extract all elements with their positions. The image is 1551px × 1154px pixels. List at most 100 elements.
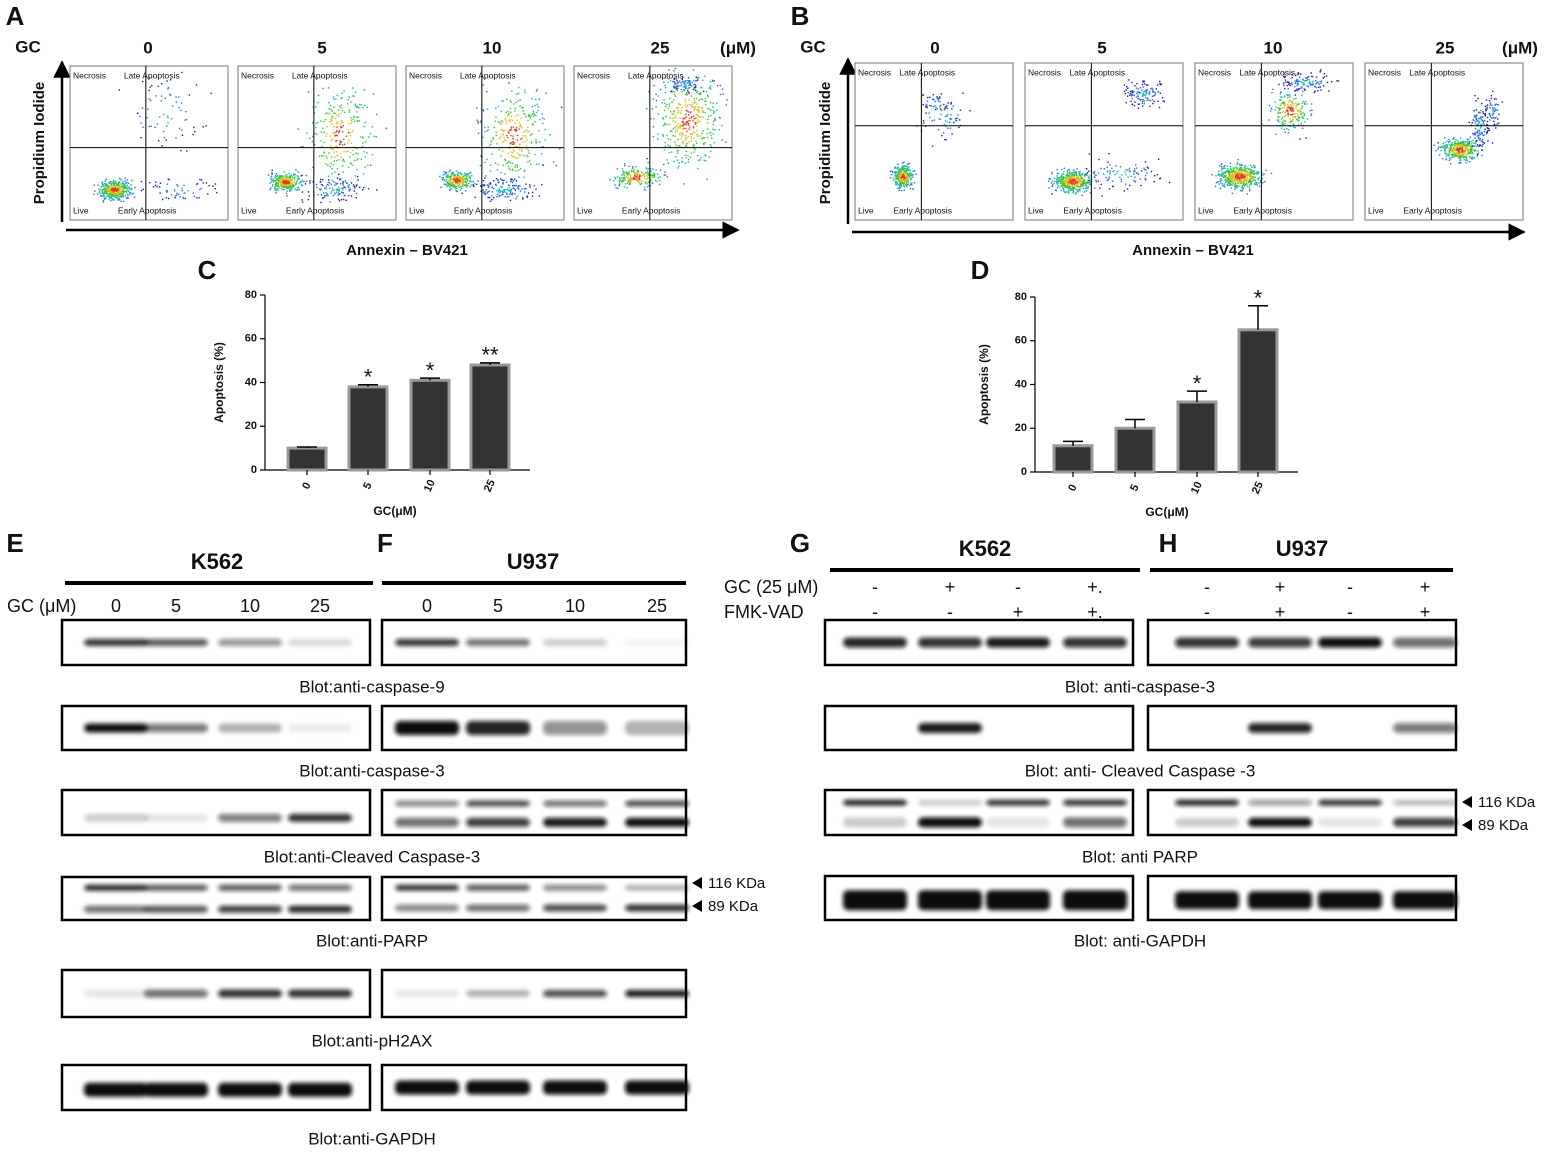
event-dot (1445, 158, 1447, 160)
event-dot (1277, 119, 1280, 121)
event-dot (627, 181, 630, 183)
event-dot (905, 168, 907, 170)
event-dot (338, 189, 341, 191)
event-dot (683, 123, 686, 126)
event-dot (1475, 114, 1477, 117)
event-dot (294, 176, 296, 178)
event-dot (358, 120, 360, 122)
event-dot (1291, 102, 1293, 104)
event-dot (650, 174, 652, 176)
event-dot (320, 154, 323, 157)
event-dot (1291, 82, 1293, 84)
event-dot (650, 168, 652, 170)
event-dot (306, 132, 308, 134)
event-dot (1073, 174, 1076, 176)
event-dot (172, 105, 174, 107)
event-dot (350, 122, 352, 125)
event-dot (331, 119, 333, 122)
event-dot (348, 139, 350, 141)
event-dot (657, 95, 659, 97)
event-dot (682, 118, 684, 120)
event-dot (511, 178, 513, 180)
event-dot (637, 177, 639, 180)
event-dot (712, 120, 715, 123)
event-dot (282, 188, 284, 191)
event-dot (1152, 88, 1154, 91)
event-dot (1246, 180, 1248, 182)
event-dot (617, 187, 619, 190)
event-dot (116, 191, 118, 194)
event-dot (1493, 112, 1495, 114)
event-dot (1241, 190, 1243, 192)
event-dot (347, 142, 349, 144)
event-dot (670, 90, 672, 92)
event-dot (1068, 174, 1070, 176)
event-dot (127, 197, 129, 199)
event-dot (945, 115, 947, 117)
event-dot (1467, 152, 1469, 155)
event-dot (693, 107, 695, 109)
event-dot (1068, 178, 1071, 181)
event-dot (315, 183, 318, 186)
event-dot (685, 92, 688, 94)
event-dot (685, 143, 688, 145)
event-dot (363, 104, 366, 107)
event-dot (1336, 80, 1338, 82)
event-dot (934, 108, 937, 111)
event-dot (891, 173, 893, 176)
event-dot (666, 159, 668, 161)
event-dot (1480, 133, 1482, 136)
event-dot (342, 198, 345, 201)
event-dot (688, 87, 690, 89)
event-dot (361, 145, 364, 147)
event-dot (286, 179, 288, 181)
event-dot (1322, 77, 1325, 79)
event-dot (1224, 164, 1226, 167)
event-dot (613, 180, 615, 182)
event-dot (104, 184, 107, 187)
event-dot (196, 197, 198, 199)
event-dot (1300, 73, 1302, 75)
event-dot (690, 140, 692, 142)
event-dot (1455, 139, 1457, 141)
event-dot (615, 187, 617, 189)
event-dot (685, 86, 687, 88)
event-dot (1221, 179, 1223, 182)
event-dot (1128, 79, 1130, 81)
event-dot (499, 122, 502, 125)
event-dot (1159, 83, 1162, 86)
event-dot (1320, 80, 1323, 82)
event-dot (356, 120, 359, 122)
event-dot (148, 98, 150, 100)
event-dot (680, 138, 682, 140)
event-dot (1075, 192, 1077, 194)
event-dot (340, 97, 342, 100)
event-dot (906, 170, 908, 172)
event-dot (1302, 78, 1304, 80)
event-dot (469, 186, 471, 188)
event-dot (894, 175, 896, 177)
event-dot (1081, 173, 1084, 175)
event-dot (518, 146, 521, 148)
event-dot (702, 137, 704, 139)
event-dot (947, 102, 949, 104)
event-dot (280, 184, 283, 186)
event-dot (1059, 178, 1061, 181)
event-dot (1067, 178, 1069, 181)
event-dot (922, 103, 924, 106)
event-dot (1481, 131, 1483, 134)
event-dot (327, 164, 329, 166)
event-dot (911, 184, 913, 186)
event-dot (1475, 142, 1477, 144)
event-dot (1068, 187, 1070, 189)
event-dot (338, 187, 340, 189)
event-dot (325, 194, 328, 196)
event-dot (697, 154, 699, 157)
event-dot (693, 100, 696, 102)
event-dot (122, 200, 125, 202)
event-dot (678, 133, 681, 136)
event-dot (696, 129, 698, 132)
event-dot (1317, 90, 1319, 92)
event-dot (940, 113, 942, 115)
panel-letter: B (791, 1, 810, 31)
